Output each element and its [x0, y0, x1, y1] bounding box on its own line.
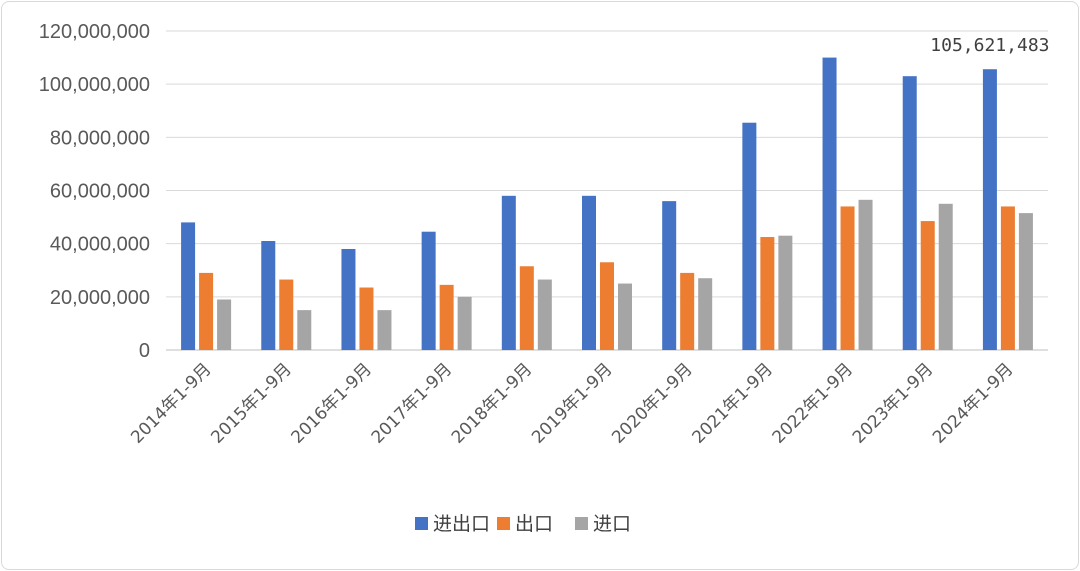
bar [199, 272, 214, 350]
bar [662, 201, 677, 350]
x-tick-label: 2020年1-9月 [608, 359, 696, 447]
bar [519, 266, 534, 350]
x-tick-label: 2017年1-9月 [368, 359, 456, 447]
bar [618, 283, 632, 350]
bar [297, 310, 312, 350]
bar [341, 248, 356, 350]
bar [261, 241, 276, 350]
bar [938, 203, 953, 350]
bar [1018, 213, 1033, 350]
bar [1000, 206, 1015, 350]
x-tick-label: 2019年1-9月 [528, 359, 616, 447]
bar [858, 199, 873, 350]
legend-label: 出口 [515, 513, 553, 535]
bar [742, 122, 757, 351]
bar [501, 195, 516, 350]
bar [778, 235, 793, 350]
legend-swatch [497, 517, 510, 530]
y-tick-label: 120,000,000 [39, 21, 150, 43]
bar [377, 310, 392, 350]
bar [217, 299, 232, 350]
bar [698, 278, 713, 350]
bar [279, 279, 294, 350]
bar [537, 279, 552, 350]
data-label: 105,621,483 [930, 35, 1049, 56]
legend-label: 进口 [593, 513, 631, 535]
y-tick-label: 60,000,000 [50, 181, 150, 203]
bar [582, 195, 596, 350]
x-tick-label: 2018年1-9月 [448, 359, 536, 447]
x-tick-label: 2016年1-9月 [288, 359, 376, 447]
bar [680, 272, 695, 350]
y-tick-label: 100,000,000 [39, 74, 150, 96]
bar [439, 284, 454, 350]
bar [600, 262, 614, 350]
x-tick-label: 2014年1-9月 [127, 359, 215, 447]
x-tick-label: 2024年1-9月 [929, 359, 1017, 447]
bar [822, 57, 837, 350]
x-tick-label: 2023年1-9月 [849, 359, 937, 447]
bar [760, 237, 775, 350]
y-tick-label: 20,000,000 [50, 287, 150, 309]
bar [920, 221, 935, 350]
x-tick-label: 2022年1-9月 [769, 359, 857, 447]
legend-swatch [415, 517, 428, 530]
bar [181, 222, 196, 350]
y-tick-label: 0 [139, 340, 150, 362]
x-tick-label: 2021年1-9月 [688, 359, 776, 447]
legend-label: 进出口 [433, 513, 490, 535]
bar [359, 287, 374, 350]
x-tick-label: 2015年1-9月 [207, 359, 295, 447]
bar [457, 296, 472, 350]
bar [902, 76, 917, 351]
y-tick-label: 80,000,000 [50, 127, 150, 149]
bar [421, 231, 436, 350]
legend-swatch [575, 517, 588, 530]
bar [982, 69, 997, 350]
y-tick-label: 40,000,000 [50, 234, 150, 256]
bar [840, 206, 855, 350]
